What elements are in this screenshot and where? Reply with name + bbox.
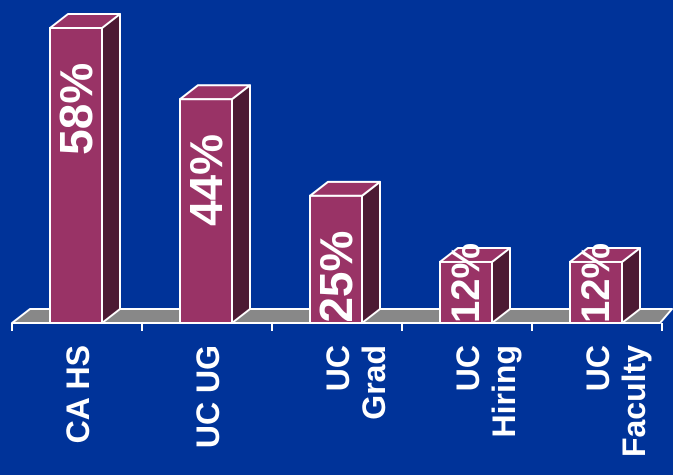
bar (179, 98, 233, 324)
bar-value-label: 58% (50, 63, 102, 155)
category-label: UC (320, 345, 356, 391)
bar (439, 260, 493, 324)
category-label: UC UG (190, 345, 226, 448)
category-label: UC (450, 345, 486, 391)
bar (49, 27, 103, 324)
bar-side (361, 180, 381, 324)
bar-value-label: 12% (444, 243, 488, 323)
bar-side (231, 84, 251, 324)
category-label: CA HS (60, 345, 96, 443)
category-label: Hiring (486, 345, 522, 437)
bar (309, 194, 363, 325)
bar-value-label: 12% (574, 243, 618, 323)
bar-side (101, 13, 121, 324)
bar-value-label: 25% (310, 231, 362, 323)
category-label: Grad (356, 345, 392, 420)
bar (569, 260, 623, 324)
bar-value-label: 44% (180, 134, 232, 226)
category-label: UC (580, 345, 616, 391)
category-label: Faculty (616, 345, 652, 457)
